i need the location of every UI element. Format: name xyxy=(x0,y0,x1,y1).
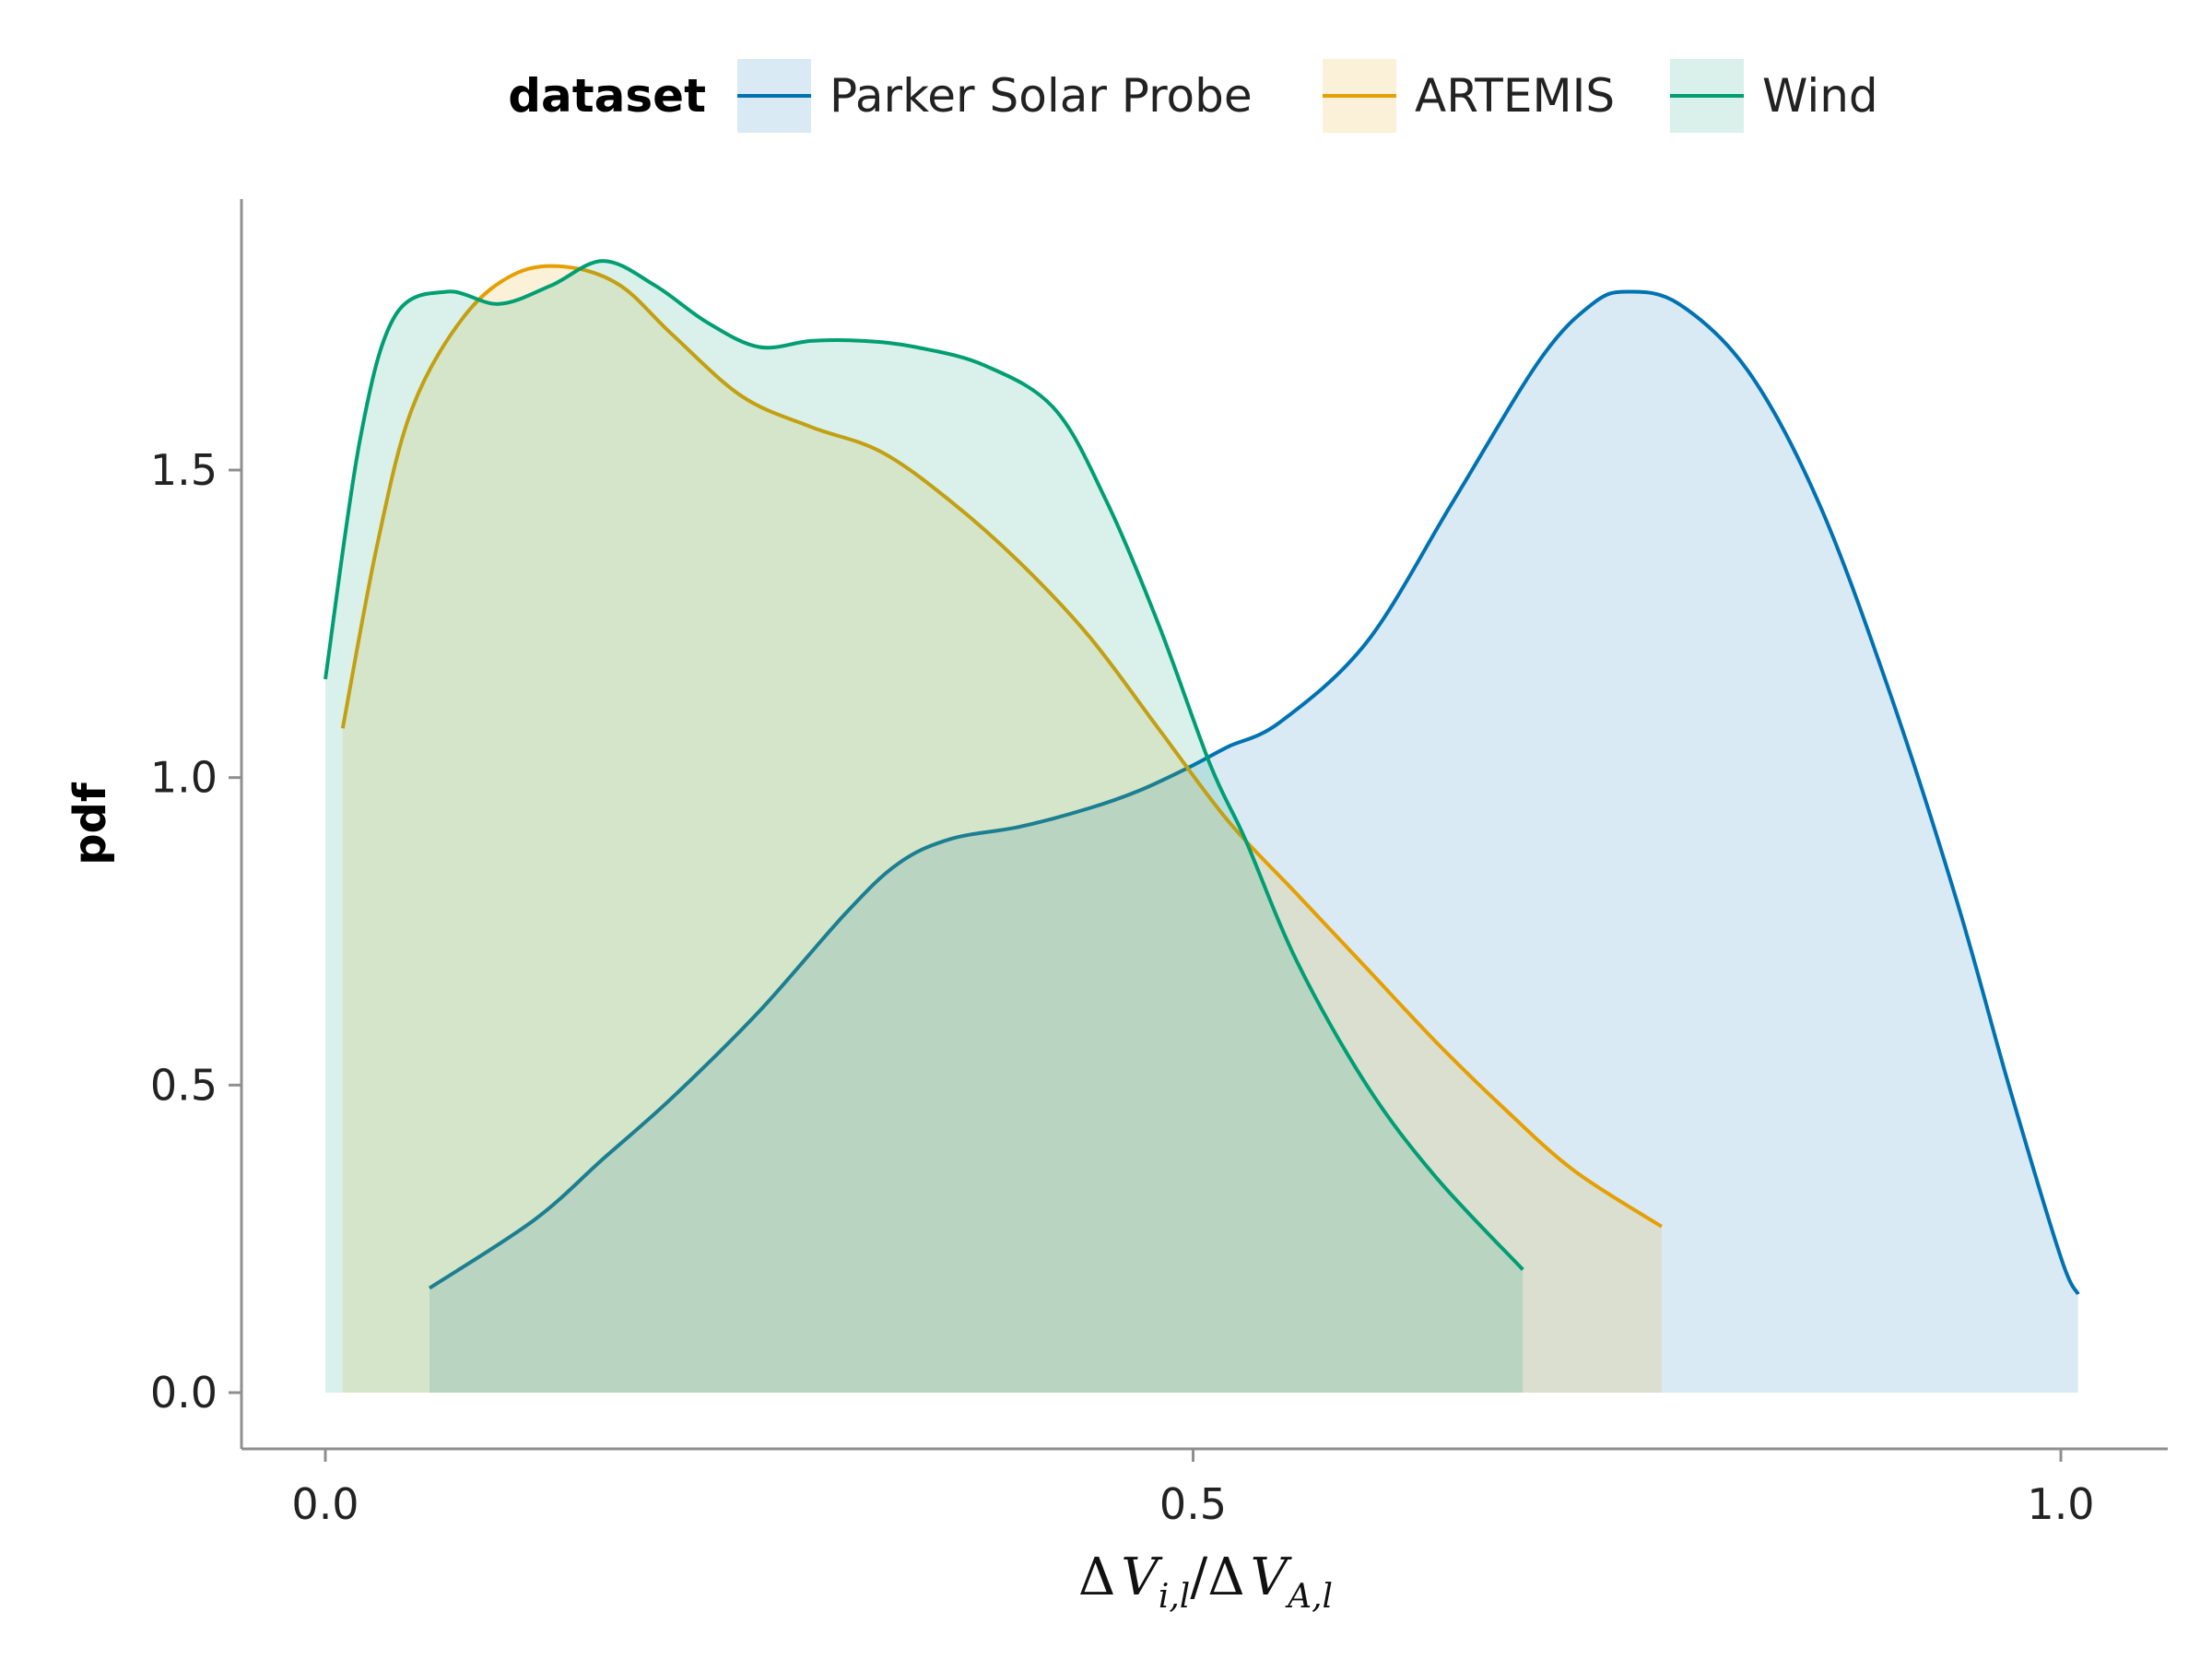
y-tick-label: 1.5 xyxy=(150,445,218,495)
legend-title: dataset xyxy=(508,69,706,123)
x-axis-label-v-1: V xyxy=(1121,1547,1163,1607)
y-tick: 0.0 xyxy=(150,1368,241,1418)
series-wind xyxy=(324,259,1524,1394)
legend-item-parker-solar-probe: Parker Solar Probe xyxy=(737,59,1253,133)
legend-item-artemis: ARTEMIS xyxy=(1323,59,1615,133)
x-tick: 1.0 xyxy=(2027,1449,2095,1529)
x-tick-label: 1.0 xyxy=(2027,1479,2094,1529)
area-artemis xyxy=(342,265,1662,1394)
y-tick-label: 0.0 xyxy=(150,1368,218,1418)
x-axis-label-v-2: V xyxy=(1251,1547,1293,1607)
x-tick: 0.5 xyxy=(1159,1449,1227,1529)
area-parker-solar-probe xyxy=(429,291,2078,1393)
series-parker-solar-probe xyxy=(428,289,2080,1393)
x-axis-label-delta-2: Δ xyxy=(1207,1547,1244,1607)
y-axis-label: pdf xyxy=(65,782,116,865)
x-tick-label: 0.5 xyxy=(1159,1479,1227,1529)
y-tick-label: 1.0 xyxy=(150,753,218,803)
x-tick: 0.0 xyxy=(291,1449,359,1529)
legend-label-artemis: ARTEMIS xyxy=(1415,69,1615,123)
axes: 0.0 0.5 1.0 0.0 0.5 1.0 1.5 xyxy=(150,199,2168,1529)
area-wind xyxy=(325,261,1524,1394)
line-wind xyxy=(324,259,1524,1271)
x-axis-label-sub-2: A,l xyxy=(1285,1578,1333,1616)
x-axis-label: Δ Vi,l/Δ VA,l xyxy=(1078,1547,1333,1616)
legend-label-parker-solar-probe: Parker Solar Probe xyxy=(830,69,1253,123)
series-artemis xyxy=(340,264,1663,1394)
x-axis-label-sub-1: i,l xyxy=(1159,1578,1190,1616)
y-tick: 1.5 xyxy=(150,445,241,495)
line-artemis xyxy=(340,264,1663,1229)
y-tick: 1.0 xyxy=(150,753,241,803)
x-tick-label: 0.0 xyxy=(291,1479,359,1529)
x-axis-label-delta-1: Δ xyxy=(1078,1547,1115,1607)
series-layer xyxy=(324,259,2080,1394)
y-tick-label: 0.5 xyxy=(150,1060,218,1110)
y-tick: 0.5 xyxy=(150,1060,241,1110)
legend: dataset Parker Solar Probe ARTEMIS Wind xyxy=(508,59,1878,133)
legend-label-wind: Wind xyxy=(1762,69,1878,123)
legend-item-wind: Wind xyxy=(1670,59,1878,133)
line-parker-solar-probe xyxy=(428,289,2080,1296)
x-axis-label-slash: / xyxy=(1190,1547,1207,1607)
